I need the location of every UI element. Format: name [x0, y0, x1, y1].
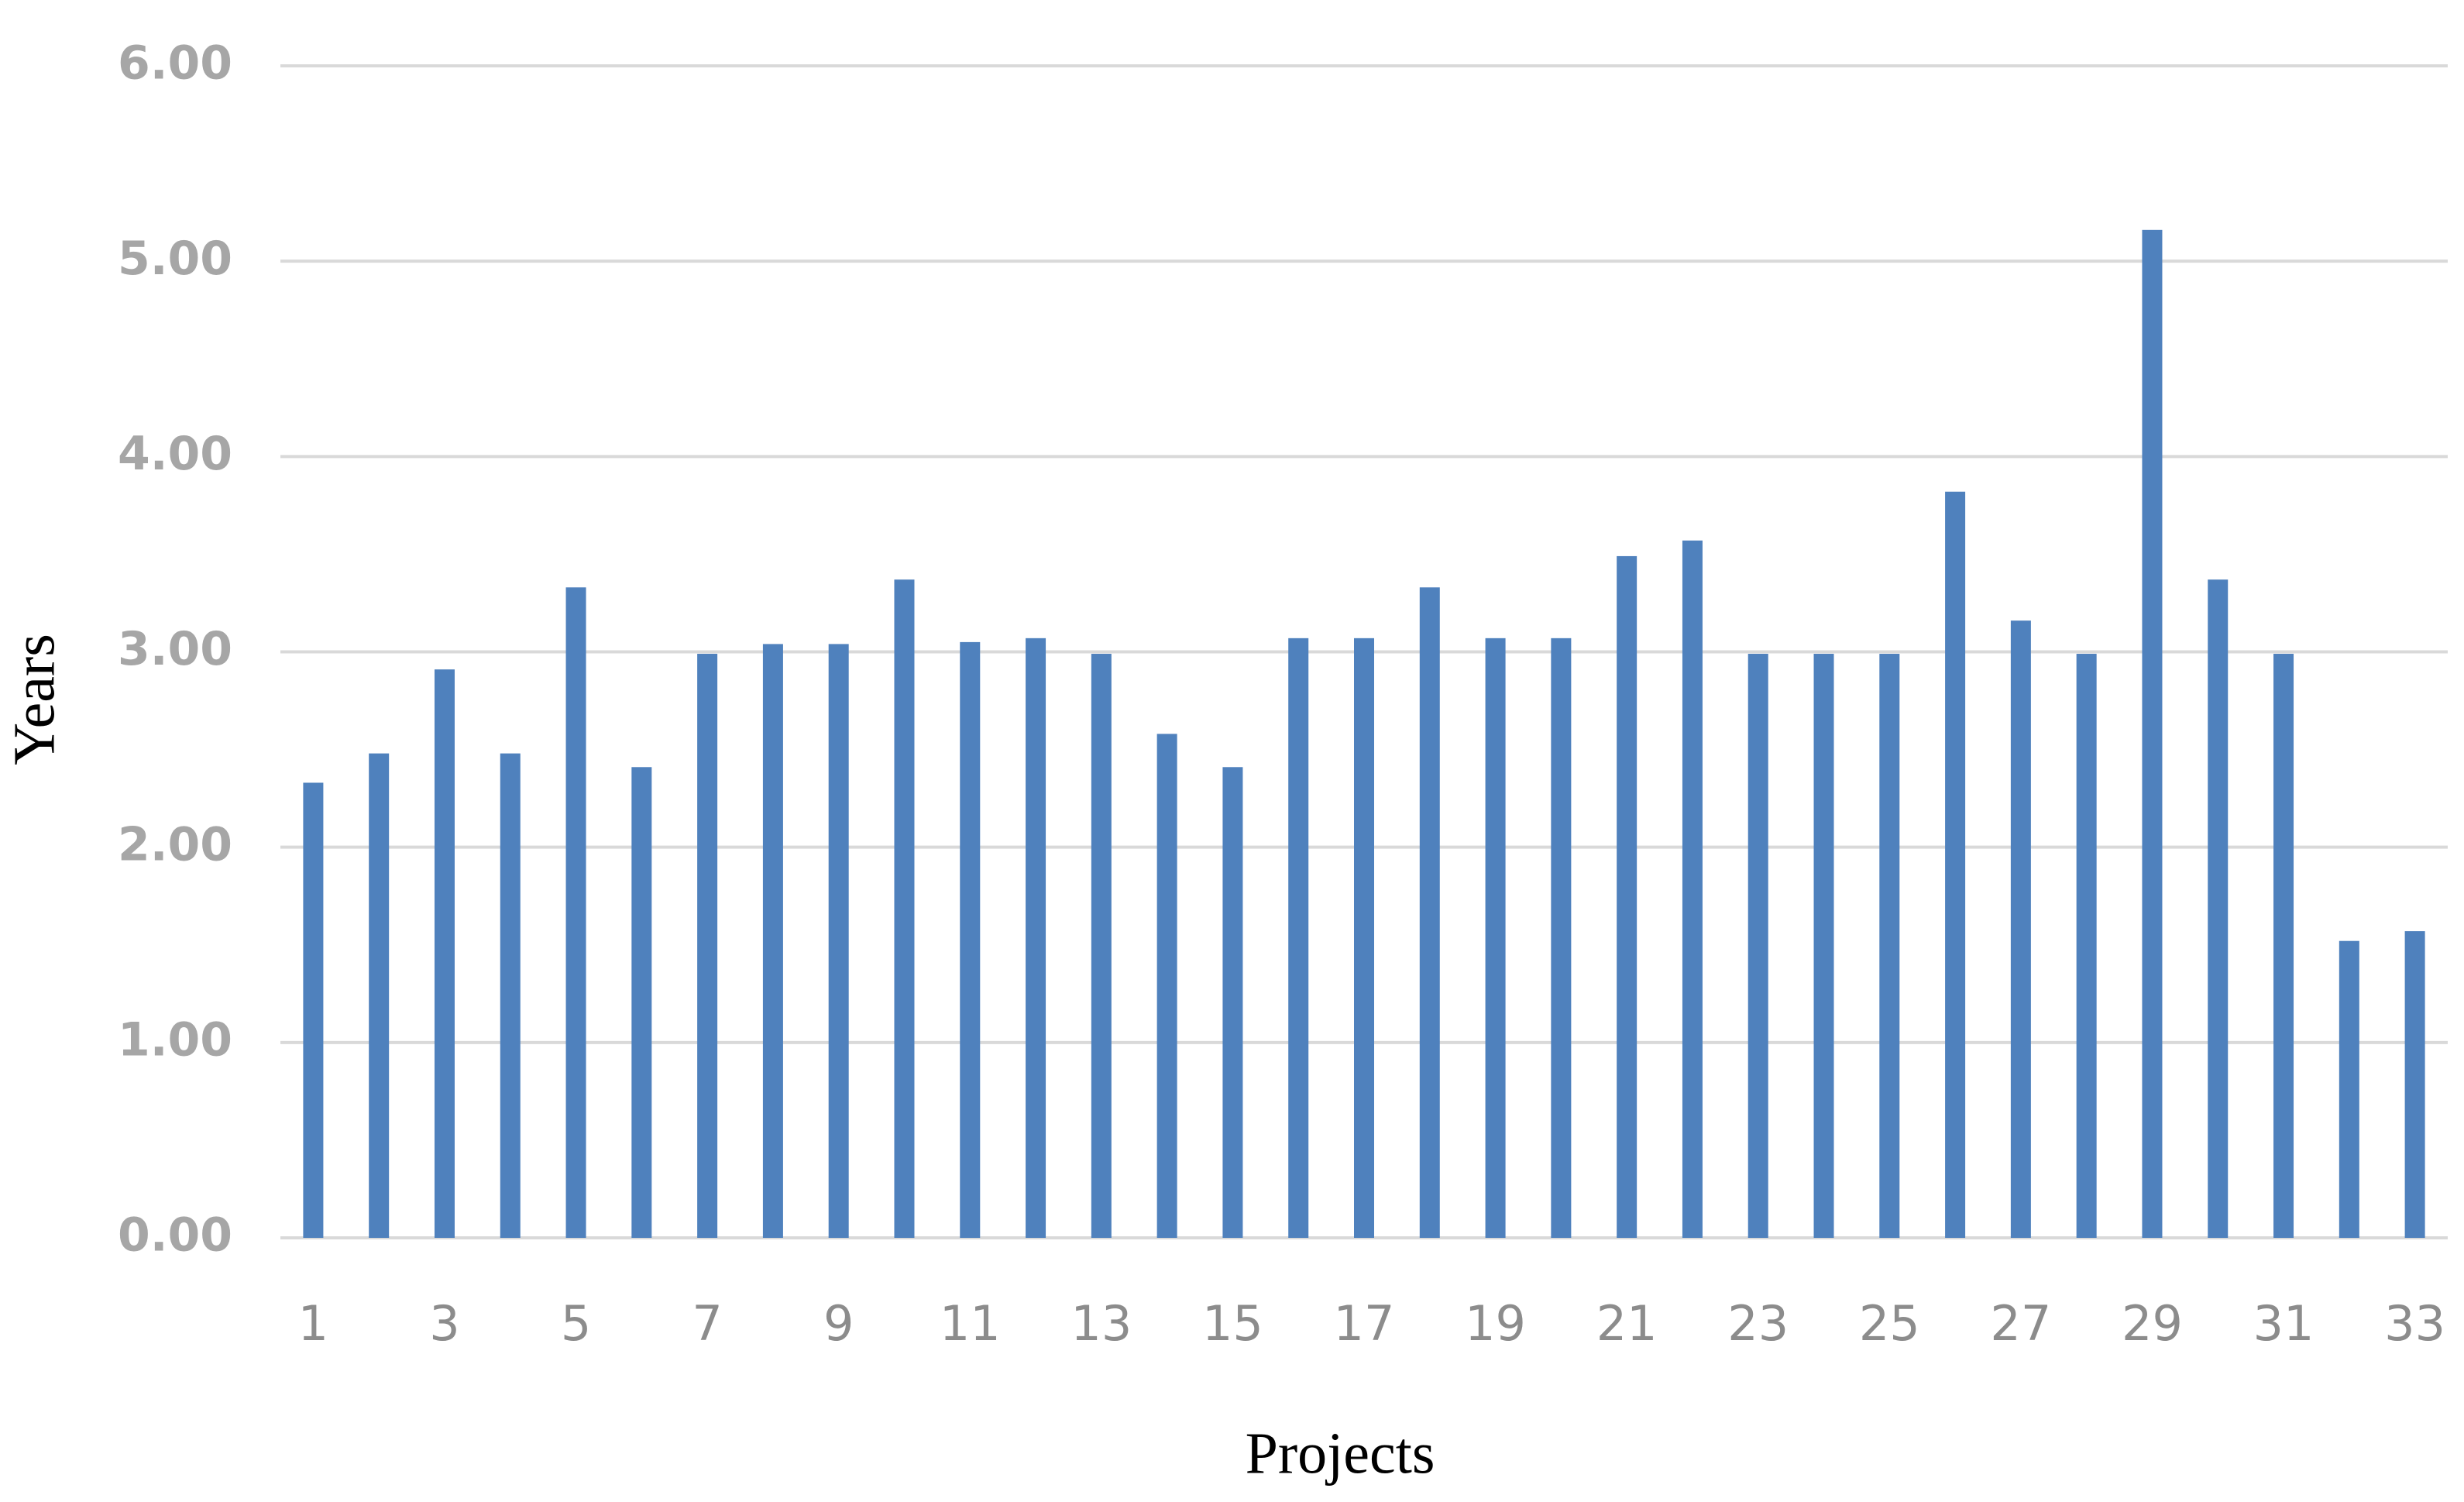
- y-tick-label: 3.00: [118, 622, 232, 676]
- bar: [369, 753, 390, 1238]
- bar: [303, 782, 324, 1238]
- bar: [1222, 767, 1243, 1238]
- y-axis-title: Years: [2, 634, 67, 765]
- x-tick-label: 1: [298, 1295, 328, 1352]
- x-tick-label: 15: [1202, 1295, 1263, 1352]
- bar: [2076, 654, 2097, 1238]
- bar: [565, 587, 586, 1238]
- x-tick-label: 3: [429, 1295, 459, 1352]
- bar: [1747, 654, 1768, 1238]
- bar: [1091, 654, 1112, 1238]
- bar: [2010, 620, 2031, 1238]
- x-tick-label: 33: [2384, 1295, 2445, 1352]
- x-tick-label: 13: [1070, 1295, 1132, 1352]
- bar: [762, 644, 783, 1238]
- x-tick-label: 7: [692, 1295, 722, 1352]
- bar: [1288, 638, 1309, 1238]
- bar: [2273, 654, 2294, 1238]
- bar: [500, 753, 521, 1238]
- x-tick-label: 5: [561, 1295, 591, 1352]
- bar: [434, 669, 455, 1238]
- bar: [1485, 638, 1506, 1238]
- y-tick-label: 6.00: [118, 36, 232, 91]
- bar: [2208, 579, 2229, 1238]
- bar: [1026, 638, 1046, 1238]
- bar: [1945, 491, 1966, 1238]
- bar: [1879, 654, 1900, 1238]
- bar: [1813, 654, 1834, 1238]
- y-tick-label: 5.00: [118, 232, 232, 286]
- bar: [960, 641, 981, 1238]
- y-tick-label: 0.00: [118, 1208, 232, 1263]
- x-tick-label: 9: [823, 1295, 854, 1352]
- x-tick-label: 31: [2253, 1295, 2315, 1352]
- y-tick-label: 1.00: [118, 1012, 232, 1067]
- x-tick-label: 23: [1727, 1295, 1789, 1352]
- bar: [1551, 638, 1572, 1238]
- bar: [1419, 587, 1440, 1238]
- x-tick-label: 29: [2122, 1295, 2183, 1352]
- bar: [1156, 734, 1177, 1238]
- bar: [2404, 931, 2425, 1238]
- x-axis-title: Projects: [1246, 1421, 1435, 1486]
- bar: [828, 644, 849, 1238]
- x-tick-label: 27: [1990, 1295, 2051, 1352]
- bar: [894, 579, 915, 1238]
- y-tick-label: 2.00: [118, 817, 232, 871]
- bar: [2339, 940, 2359, 1238]
- x-tick-label: 11: [940, 1295, 1001, 1352]
- bar: [1354, 638, 1374, 1238]
- y-tick-label: 4.00: [118, 427, 232, 481]
- bar: [1682, 540, 1703, 1238]
- x-tick-label: 21: [1596, 1295, 1658, 1352]
- x-tick-label: 19: [1465, 1295, 1526, 1352]
- x-tick-label: 17: [1334, 1295, 1395, 1352]
- bar: [1617, 555, 1638, 1238]
- bar: [697, 654, 718, 1238]
- x-tick-label: 25: [1859, 1295, 1920, 1352]
- bar: [2142, 229, 2163, 1238]
- bar: [631, 767, 652, 1238]
